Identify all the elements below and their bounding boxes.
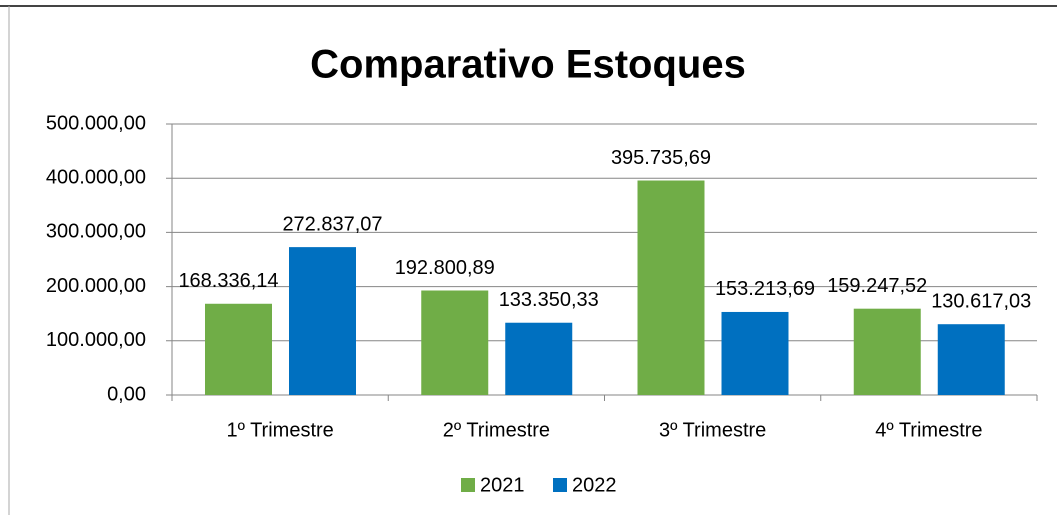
legend-label: 2021 xyxy=(480,474,525,496)
x-tick-label: 4º Trimestre xyxy=(875,419,982,441)
x-tick-label: 2º Trimestre xyxy=(443,419,550,441)
bar xyxy=(637,180,705,395)
bar xyxy=(505,322,573,395)
x-tick-label: 1º Trimestre xyxy=(226,419,333,441)
value-label: 168.336,14 xyxy=(178,270,278,292)
value-label: 272.837,07 xyxy=(282,213,382,235)
bar xyxy=(289,247,356,395)
legend-swatch xyxy=(461,478,475,492)
value-label: 159.247,52 xyxy=(827,275,927,297)
bar xyxy=(205,303,272,395)
y-tick-label: 300.000,00 xyxy=(46,221,146,243)
y-tick-label: 500.000,00 xyxy=(46,112,146,134)
value-label: 153.213,69 xyxy=(715,278,815,300)
x-tick-label: 3º Trimestre xyxy=(659,419,766,441)
y-tick-label: 100.000,00 xyxy=(46,329,146,351)
legend-swatch xyxy=(553,478,567,492)
bar xyxy=(421,290,489,395)
y-tick-label: 400.000,00 xyxy=(46,166,146,188)
y-tick-label: 0,00 xyxy=(107,383,146,405)
legend-label: 2022 xyxy=(572,474,617,496)
value-label: 395.735,69 xyxy=(611,147,711,169)
y-tick-label: 200.000,00 xyxy=(46,275,146,297)
value-label: 133.350,33 xyxy=(499,289,599,311)
chart-title: Comparativo Estoques xyxy=(310,43,746,87)
bar xyxy=(937,324,1005,395)
bar xyxy=(853,308,921,395)
value-label: 130.617,03 xyxy=(931,290,1031,312)
bar xyxy=(721,311,789,395)
value-label: 192.800,89 xyxy=(395,257,495,279)
